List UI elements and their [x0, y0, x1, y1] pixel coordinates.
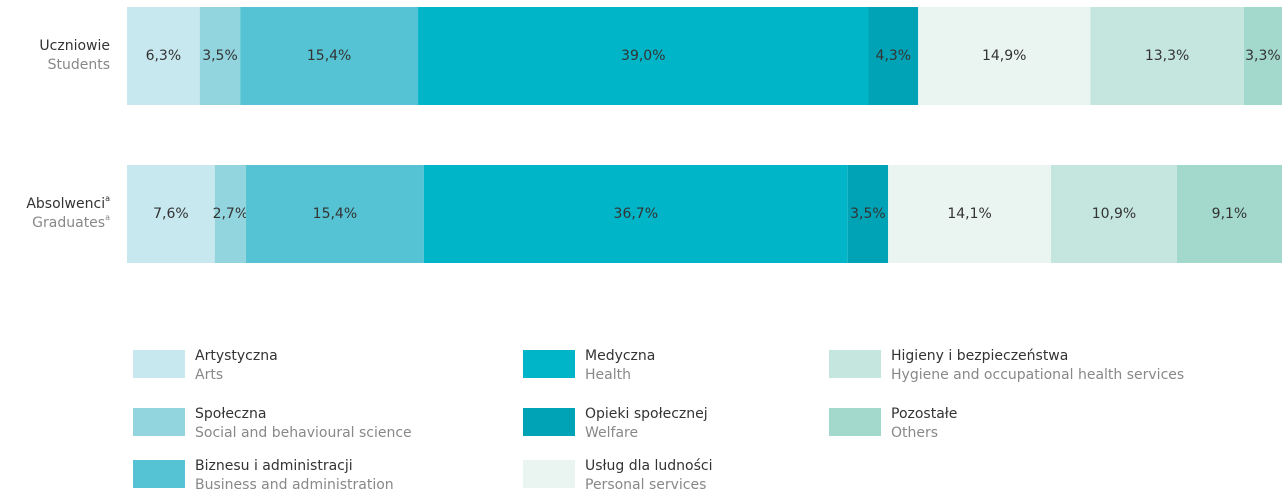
category-label-en: Students [48, 57, 110, 73]
bar-segment [847, 165, 889, 263]
legend-swatch [523, 460, 575, 488]
legend-label: Opieki społecznej [585, 406, 708, 422]
bar-segment [1243, 7, 1282, 105]
legend-swatch [523, 408, 575, 436]
legend-label-en: Arts [195, 367, 223, 383]
category-name: Absolwenci [26, 196, 105, 212]
value-label: 14,1% [947, 206, 991, 222]
value-label: 10,9% [1092, 206, 1136, 222]
legend-swatch [133, 408, 185, 436]
category-label-en: Graduatesa [32, 213, 110, 232]
footnote-mark: a [105, 194, 110, 203]
bar-segment [214, 165, 246, 263]
legend-swatch [829, 408, 881, 436]
legend-swatch [829, 350, 881, 378]
category-label: Uczniowie [39, 38, 110, 54]
category-name-en: Graduates [32, 215, 105, 231]
bar-segment [418, 7, 869, 105]
bar-segment [240, 7, 419, 105]
value-label: 14,9% [982, 48, 1026, 64]
legend-label-en: Personal services [585, 477, 706, 493]
value-label: 15,4% [313, 206, 357, 222]
bar-segment [423, 165, 848, 263]
bar-segment [1051, 165, 1177, 263]
legend-label: Społeczna [195, 406, 266, 422]
bar-segment [868, 7, 919, 105]
value-label: 39,0% [621, 48, 665, 64]
bar-segment [1090, 7, 1244, 105]
value-label: 4,3% [876, 48, 912, 64]
legend-label: Biznesu i administracji [195, 458, 353, 474]
category-name: Uczniowie [39, 38, 110, 54]
value-label: 3,5% [850, 206, 886, 222]
value-label: 2,7% [213, 206, 249, 222]
category-name-en: Students [48, 57, 110, 73]
legend-label: Pozostałe [891, 406, 957, 422]
legend-label-en: Health [585, 367, 631, 383]
legend-label: Higieny i bezpieczeństwa [891, 348, 1068, 364]
bar-segment [1176, 165, 1282, 263]
legend-label-en: Welfare [585, 425, 638, 441]
legend-swatch [523, 350, 575, 378]
bar-segment [888, 165, 1051, 263]
footnote-mark: a [105, 213, 110, 222]
legend-label-en: Hygiene and occupational health services [891, 367, 1184, 383]
value-label: 7,6% [153, 206, 189, 222]
value-label: 13,3% [1145, 48, 1189, 64]
value-label: 9,1% [1212, 206, 1248, 222]
value-label: 6,3% [146, 48, 182, 64]
value-label: 15,4% [307, 48, 351, 64]
legend-label-en: Business and administration [195, 477, 394, 493]
bar-segment [127, 165, 215, 263]
legend-swatch [133, 350, 185, 378]
value-label: 36,7% [614, 206, 658, 222]
legend-label: Medyczna [585, 348, 655, 364]
legend-label-en: Others [891, 425, 938, 441]
bar-segment [199, 7, 241, 105]
bar-segment [918, 7, 1091, 105]
legend-swatch [133, 460, 185, 488]
legend-label: Artystyczna [195, 348, 278, 364]
bar-segment [127, 7, 200, 105]
value-label: 3,5% [202, 48, 238, 64]
legend-label: Usług dla ludności [585, 458, 713, 474]
legend-label-en: Social and behavioural science [195, 425, 412, 441]
value-label: 3,3% [1245, 48, 1281, 64]
category-label: Absolwencia [26, 194, 110, 213]
bar-segment [245, 165, 424, 263]
